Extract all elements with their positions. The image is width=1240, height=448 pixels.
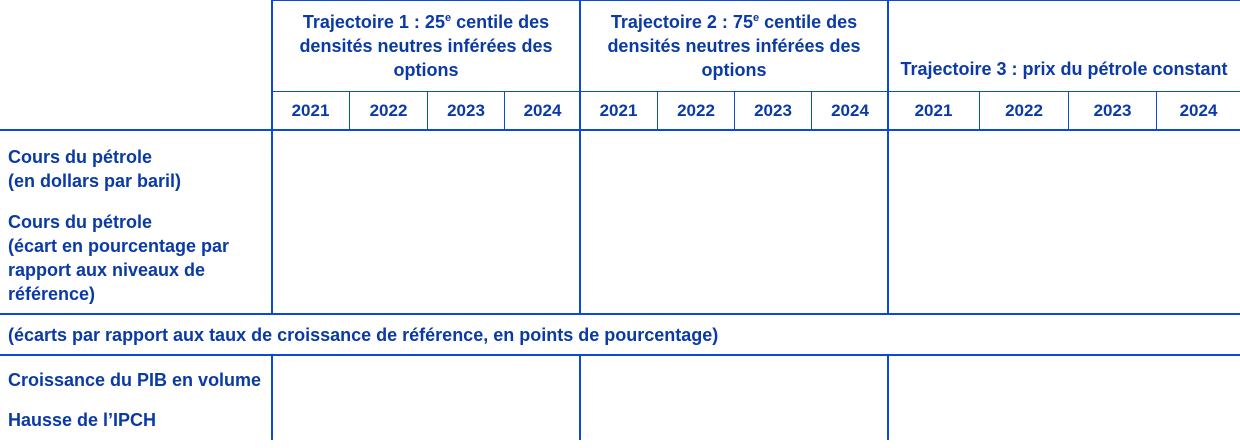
band-row-label: (écarts par rapport aux taux de croissan…	[8, 324, 719, 345]
years-underline	[0, 129, 1240, 131]
year-divider	[657, 92, 658, 130]
year-divider	[811, 92, 812, 130]
col-divider-group2-3-upper	[887, 0, 889, 313]
year-header-cell: 2022	[369, 101, 408, 120]
col-divider-labels-upper	[271, 0, 273, 313]
year-header-cell: 2021	[599, 101, 638, 120]
row-label-title: Cours du pétrole	[8, 147, 153, 167]
year-header-cell: 2023	[447, 101, 485, 120]
year-divider	[427, 92, 428, 130]
year-header-cell: 2022	[677, 101, 715, 120]
year-divider	[979, 92, 980, 130]
row-label-title: Cours du pétrole	[8, 212, 153, 232]
trajectory-2-title: Trajectoire 2 : 75e centile des densités…	[607, 11, 861, 80]
year-header-cell: 2024	[523, 101, 562, 120]
year-header-cell: 2023	[1093, 101, 1132, 120]
trajectory-1-title: Trajectoire 1 : 25e centile des densités…	[299, 11, 553, 80]
year-header-cell: 2022	[1005, 101, 1043, 120]
year-divider	[349, 92, 350, 130]
row-label-oil-price-deviation: Cours du pétrole (écart en pourcentage p…	[8, 210, 266, 306]
trajectory-3-title: Trajectoire 3 : prix du pétrole constant	[900, 59, 1228, 79]
col-divider-group1-2-upper	[579, 0, 581, 313]
row-label-oil-price-dollars: Cours du pétrole (en dollars par baril)	[8, 145, 266, 193]
row-label-subtitle: (en dollars par baril)	[8, 171, 182, 191]
trajectory-2-header: Trajectoire 2 : 75e centile des densités…	[580, 0, 888, 91]
year-divider	[504, 92, 505, 130]
year-header-cell: 2024	[831, 101, 869, 120]
year-divider	[734, 92, 735, 130]
col-divider-group2-3-lower	[887, 356, 889, 440]
row-label-gdp-growth: Croissance du PIB en volume	[8, 370, 262, 390]
year-divider	[1156, 92, 1157, 130]
trajectory-3-header: Trajectoire 3 : prix du pétrole constant	[888, 0, 1240, 91]
year-divider	[1068, 92, 1069, 130]
year-header-cell: 2024	[1179, 101, 1218, 120]
table-top-border	[272, 0, 1240, 1]
row-label-hicp-inflation: Hausse de l’IPCH	[8, 410, 157, 430]
body-underline	[0, 313, 1240, 315]
year-header-cell: 2021	[914, 101, 953, 120]
year-header-cell: 2021	[291, 101, 330, 120]
band-underline	[0, 354, 1240, 356]
superscript-e: e	[444, 11, 452, 24]
col-divider-labels-lower	[271, 356, 273, 440]
superscript-e: e	[752, 11, 760, 24]
col-divider-group1-2-lower	[579, 356, 581, 440]
row-label-subtitle: (écart en pourcentage par rapport aux ni…	[8, 236, 230, 304]
trajectory-1-header: Trajectoire 1 : 25e centile des densités…	[272, 0, 580, 91]
header-title-underline	[272, 91, 1240, 92]
year-header-cell: 2023	[754, 101, 792, 120]
